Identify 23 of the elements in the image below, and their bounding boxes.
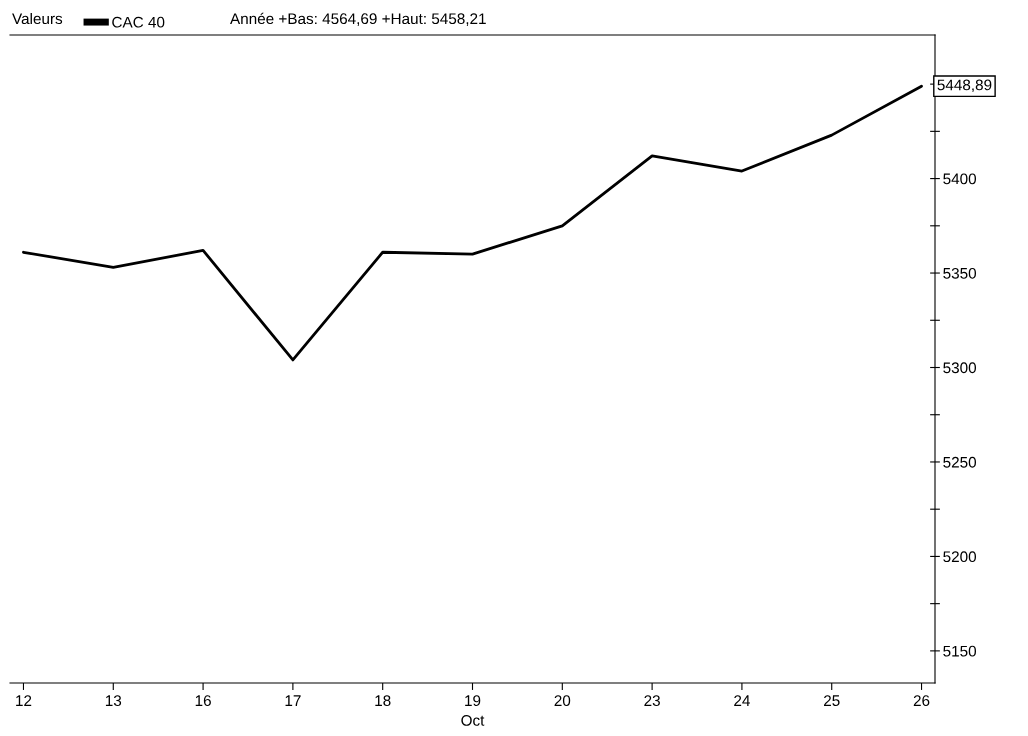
legend-label: CAC 40: [112, 16, 165, 28]
x-tick-label: 23: [644, 695, 660, 707]
y-tick-label: 5200: [943, 551, 977, 563]
y-tick-label: 5400: [943, 173, 977, 185]
y-tick-label: 5250: [943, 456, 977, 468]
data-label: 5448,89: [937, 79, 992, 93]
y-tick-label: 5300: [943, 362, 977, 374]
x-tick-label: 17: [285, 695, 301, 706]
x-tick-label: 24: [734, 695, 750, 706]
x-tick-label: 26: [913, 695, 930, 707]
y-tick-label: 5150: [943, 645, 977, 657]
y-tick-label: 5350: [943, 267, 977, 279]
x-tick-label: 18: [375, 695, 391, 707]
legend-title: Valeurs: [12, 12, 63, 25]
line-series: [22, 84, 923, 362]
x-tick-label: 13: [105, 695, 122, 707]
x-tick-label: 20: [554, 695, 571, 707]
x-tick-label: 16: [195, 695, 211, 707]
x-axis-title: Oct: [461, 715, 485, 726]
text: Année +Bas: 4564,69 +Haut: 5458,21: [230, 12, 486, 26]
x-tick-label: 25: [824, 695, 840, 707]
x-tick-label: 19: [465, 695, 481, 707]
x-tick-label: 12: [16, 695, 32, 706]
